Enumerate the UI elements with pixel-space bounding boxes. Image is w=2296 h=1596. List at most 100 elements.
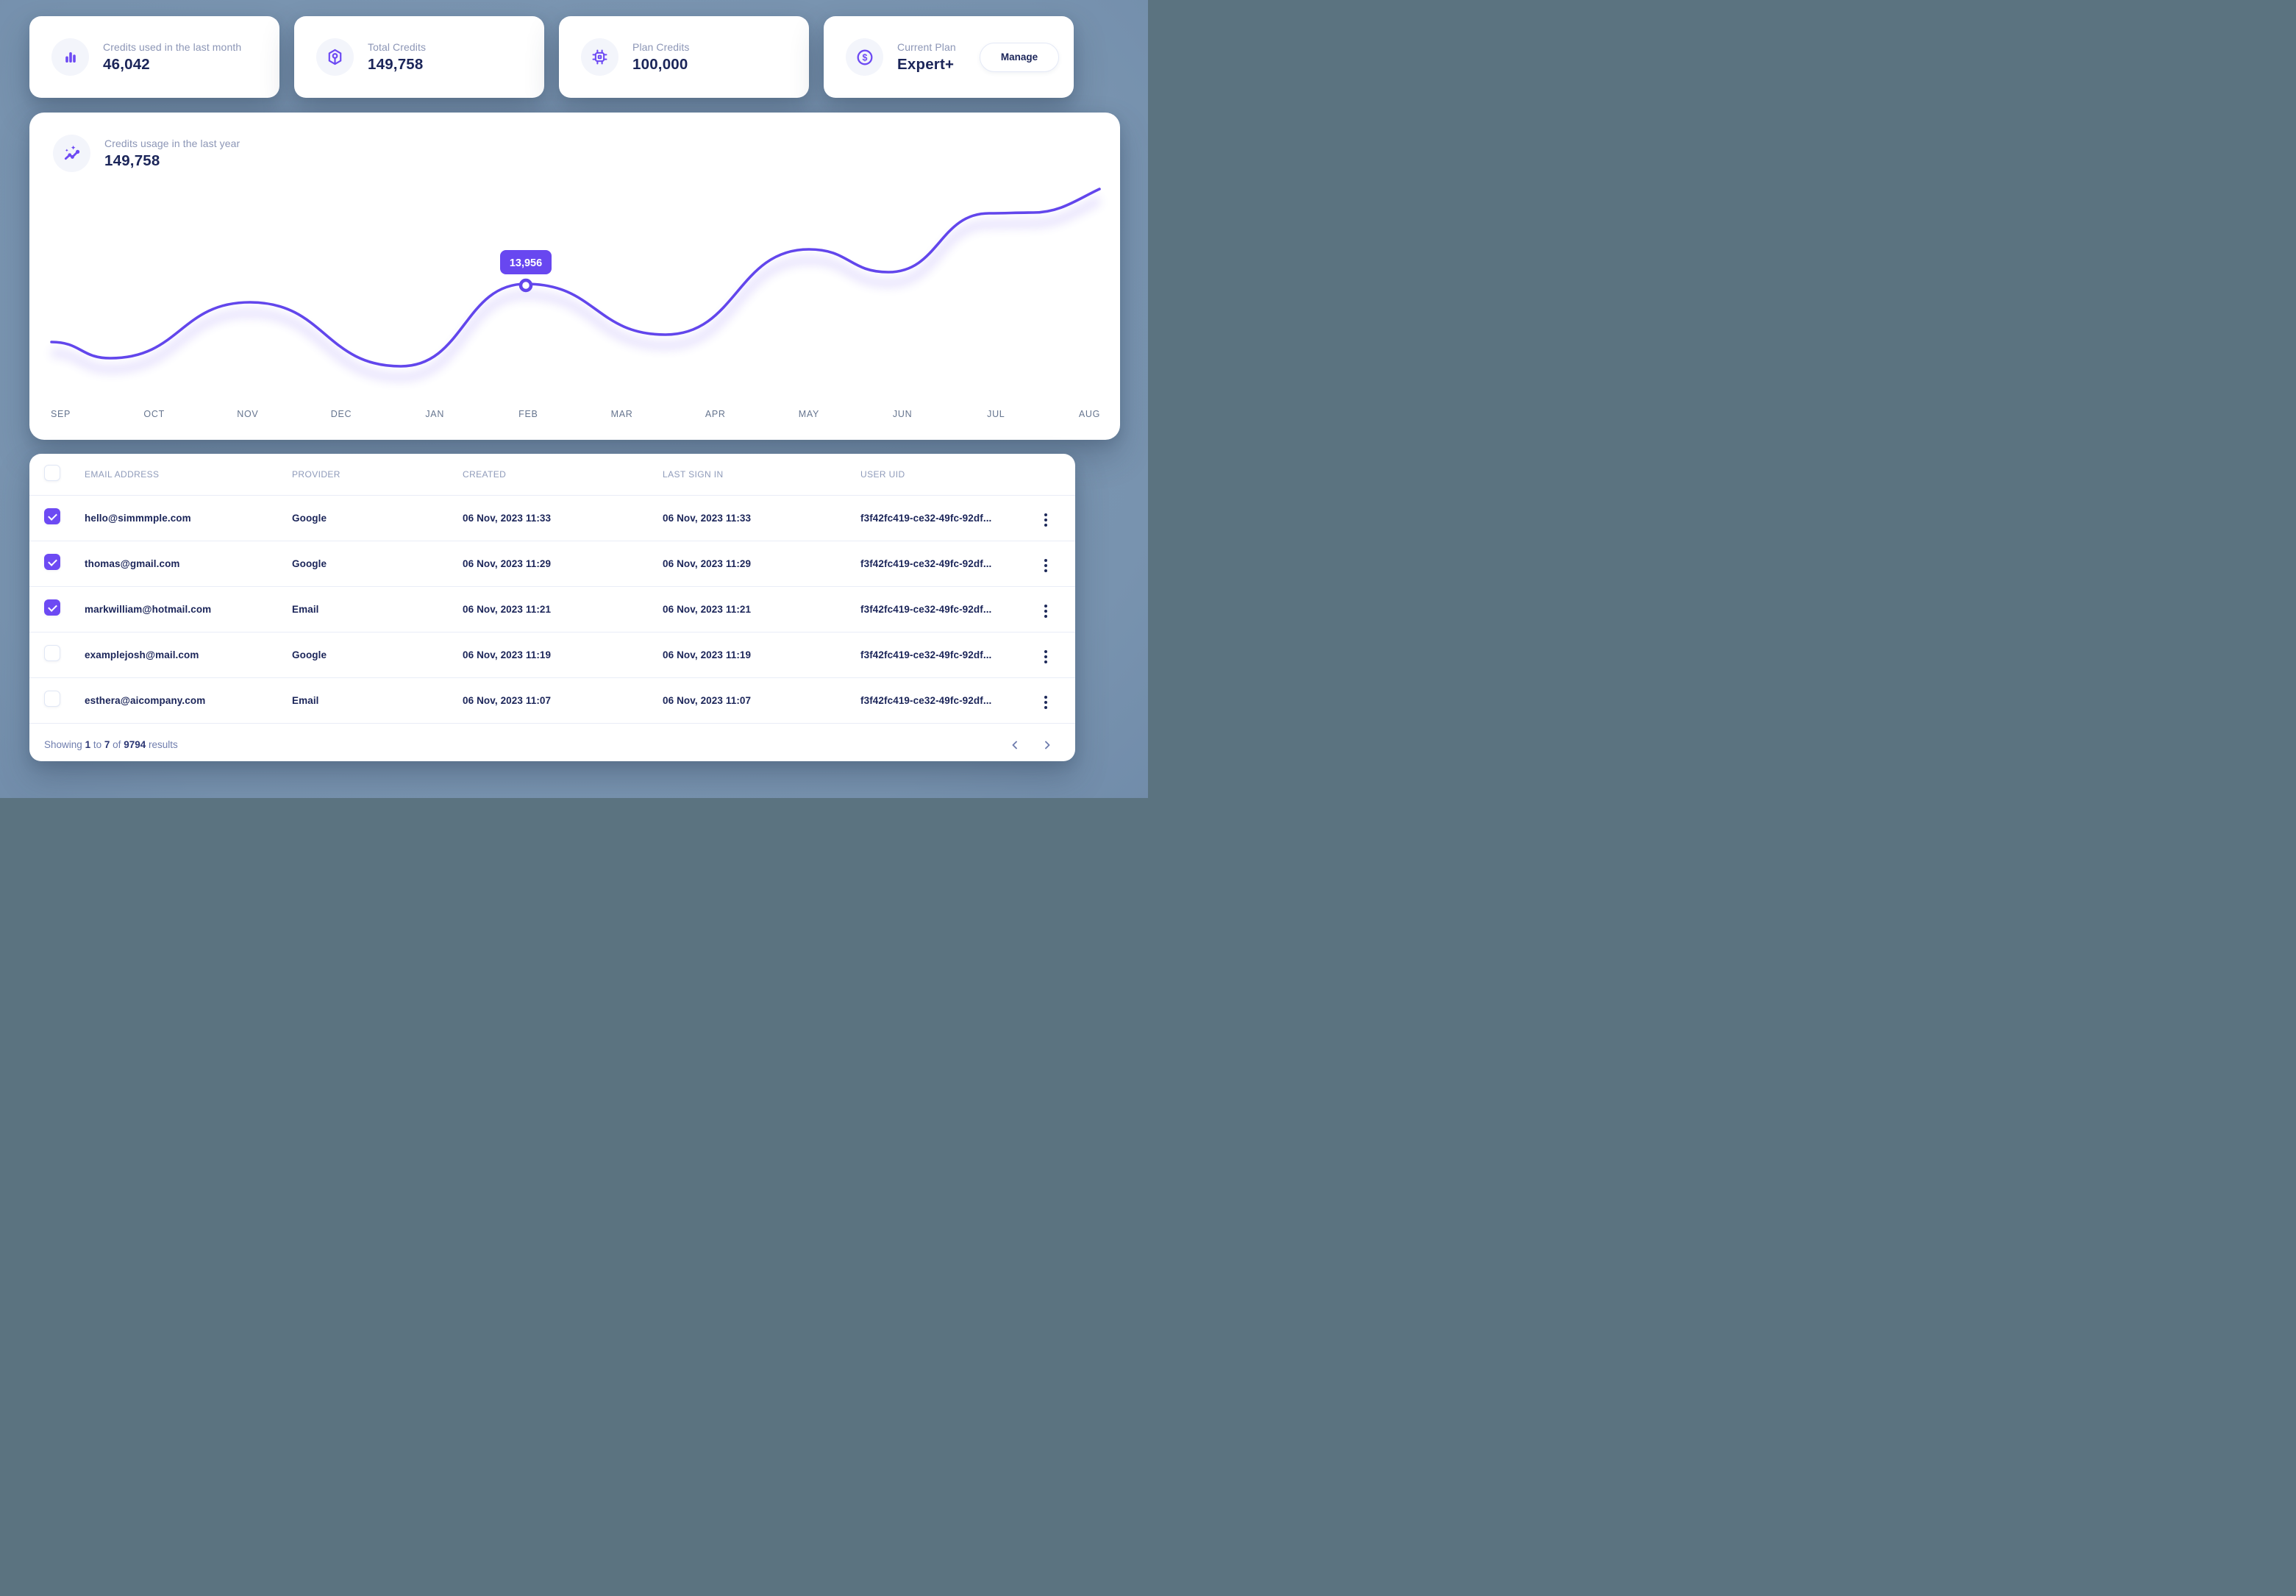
x-axis-label: JAN [425, 409, 445, 419]
row-checkbox[interactable] [44, 691, 60, 707]
row-checkbox[interactable] [44, 599, 60, 616]
credits-usage-line-chart: 13,956 [50, 188, 1102, 382]
x-axis-label: OCT [143, 409, 165, 419]
dollar-circle-icon: $ [846, 38, 883, 76]
cell-user-uid: f3f42fc419-ce32-49fc-92df... [860, 649, 992, 660]
cell-created: 06 Nov, 2023 11:21 [463, 604, 552, 615]
row-checkbox[interactable] [44, 645, 60, 661]
chart-header: Credits usage in the last year 149,758 [53, 135, 240, 172]
row-actions-kebab-icon[interactable] [1040, 556, 1052, 575]
table-row[interactable]: examplejosh@mail.com Google 06 Nov, 2023… [29, 633, 1075, 678]
stat-card-current-plan: $ Current Plan Expert+ Manage [824, 16, 1074, 98]
x-axis-label: JUL [987, 409, 1005, 419]
credits-usage-chart-card: Credits usage in the last year 149,758 1… [29, 113, 1120, 440]
x-axis-label: MAY [798, 409, 820, 419]
stat-text: Total Credits 149,758 [368, 41, 426, 74]
next-page-button[interactable] [1038, 736, 1056, 754]
chevron-right-icon [1045, 741, 1050, 749]
stat-card-plan-credits: Plan Credits 100,000 [559, 16, 809, 98]
row-actions-kebab-icon[interactable] [1040, 510, 1052, 530]
manage-plan-button[interactable]: Manage [980, 42, 1059, 72]
cell-created: 06 Nov, 2023 11:33 [463, 513, 552, 524]
chart-x-axis: SEP OCT NOV DEC JAN FEB MAR APR MAY JUN JUL AUG [29, 409, 1120, 424]
stat-value: 46,042 [103, 55, 150, 73]
stat-label: Total Credits [368, 40, 427, 53]
stat-value: 149,758 [368, 55, 424, 73]
row-checkbox[interactable] [44, 508, 60, 524]
stat-value: 100,000 [632, 55, 688, 73]
cell-provider: Google [292, 649, 327, 660]
column-header-created: CREATED [463, 469, 507, 480]
stat-label: Plan Credits [632, 40, 690, 53]
line-shadow [51, 196, 1102, 382]
cell-last-sign-in: 06 Nov, 2023 11:29 [663, 558, 752, 569]
stat-text: Plan Credits 100,000 [632, 41, 689, 74]
table-footer: Showing 1 to 7 of 9794 results [29, 724, 1075, 761]
stat-value: Expert+ [897, 55, 955, 73]
column-header-user-uid: USER UID [860, 469, 905, 480]
chip-icon [581, 38, 618, 76]
cell-user-uid: f3f42fc419-ce32-49fc-92df... [860, 513, 992, 524]
svg-text:$: $ [862, 52, 867, 63]
x-axis-label: JUN [892, 409, 913, 419]
dashboard-page: Credits used in the last month 46,042 To… [0, 0, 1148, 798]
row-actions-kebab-icon[interactable] [1040, 602, 1052, 621]
highlighted-data-point[interactable] [518, 278, 533, 293]
pagination [1006, 736, 1056, 754]
cell-email: markwilliam@hotmail.com [85, 604, 212, 615]
x-axis-label: NOV [237, 409, 259, 419]
cube-icon [316, 38, 354, 76]
cell-user-uid: f3f42fc419-ce32-49fc-92df... [860, 558, 992, 569]
x-axis-label: DEC [330, 409, 352, 419]
table-row[interactable]: markwilliam@hotmail.com Email 06 Nov, 20… [29, 587, 1075, 633]
cell-provider: Google [292, 513, 327, 524]
stat-text: Current Plan Expert+ [897, 41, 956, 74]
table-body: hello@simmmple.com Google 06 Nov, 2023 1… [29, 496, 1075, 724]
cell-provider: Email [292, 604, 319, 615]
row-actions-kebab-icon[interactable] [1040, 693, 1052, 712]
cell-email: examplejosh@mail.com [85, 649, 199, 660]
cell-email: thomas@gmail.com [85, 558, 180, 569]
x-axis-label: SEP [50, 409, 71, 419]
prev-page-button[interactable] [1006, 736, 1024, 754]
column-header-provider: PROVIDER [292, 469, 341, 480]
x-axis-label: FEB [518, 409, 538, 419]
cell-email: esthera@aicompany.com [85, 695, 206, 706]
x-axis-label: MAR [610, 409, 633, 419]
stat-label: Current Plan [897, 40, 956, 53]
stats-row: Credits used in the last month 46,042 To… [29, 16, 1074, 98]
chart-tooltip: 13,956 [500, 250, 552, 274]
table-row[interactable]: esthera@aicompany.com Email 06 Nov, 2023… [29, 678, 1075, 724]
x-axis-label: APR [705, 409, 726, 419]
column-header-email: EMAIL ADDRESS [85, 469, 160, 480]
cell-email: hello@simmmple.com [85, 513, 191, 524]
select-all-checkbox[interactable] [44, 464, 60, 481]
results-summary: Showing 1 to 7 of 9794 results [44, 739, 178, 750]
cell-provider: Google [292, 558, 327, 569]
column-header-last-sign-in: LAST SIGN IN [663, 469, 724, 480]
chart-tooltip-value: 13,956 [510, 257, 542, 269]
cell-created: 06 Nov, 2023 11:07 [463, 695, 552, 706]
cell-created: 06 Nov, 2023 11:19 [463, 649, 552, 660]
cell-provider: Email [292, 695, 319, 706]
cell-user-uid: f3f42fc419-ce32-49fc-92df... [860, 695, 992, 706]
cell-last-sign-in: 06 Nov, 2023 11:19 [663, 649, 752, 660]
stat-card-total-credits: Total Credits 149,758 [294, 16, 544, 98]
chevron-left-icon [1012, 741, 1017, 749]
table-row[interactable]: hello@simmmple.com Google 06 Nov, 2023 1… [29, 496, 1075, 541]
users-table-card: EMAIL ADDRESS PROVIDER CREATED LAST SIGN… [29, 454, 1075, 761]
row-actions-kebab-icon[interactable] [1040, 647, 1052, 666]
table-header-row: EMAIL ADDRESS PROVIDER CREATED LAST SIGN… [29, 454, 1075, 496]
row-checkbox[interactable] [44, 554, 60, 570]
table-row[interactable]: thomas@gmail.com Google 06 Nov, 2023 11:… [29, 541, 1075, 587]
credits-line-series [50, 188, 1101, 368]
cell-created: 06 Nov, 2023 11:29 [463, 558, 552, 569]
x-axis-label: AUG [1078, 409, 1101, 419]
stat-label: Credits used in the last month [103, 40, 242, 53]
chart-title-block: Credits usage in the last year 149,758 [104, 138, 240, 170]
cell-last-sign-in: 06 Nov, 2023 11:07 [663, 695, 752, 706]
bar-chart-icon [51, 38, 89, 76]
cell-last-sign-in: 06 Nov, 2023 11:33 [663, 513, 752, 524]
cell-last-sign-in: 06 Nov, 2023 11:21 [663, 604, 752, 615]
trend-sparkle-icon [53, 135, 90, 172]
